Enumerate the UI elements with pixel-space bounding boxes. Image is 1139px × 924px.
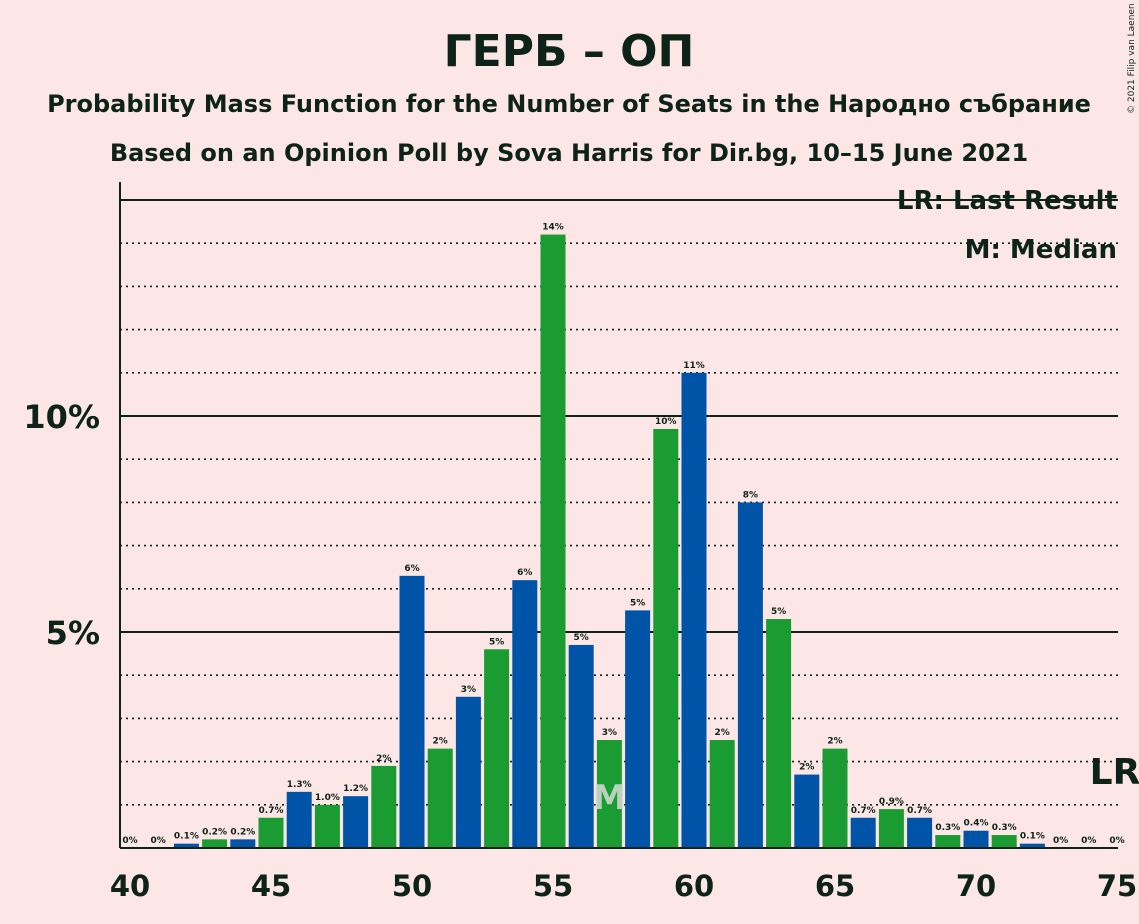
bar-63: [766, 619, 792, 848]
bar-64: [794, 774, 820, 848]
data-label-48: 1.2%: [343, 784, 368, 794]
data-label-73: 0%: [1053, 836, 1068, 846]
data-label-51: 2%: [433, 737, 448, 747]
bar-56: [568, 644, 594, 848]
x-tick-label-45: 45: [251, 869, 291, 903]
copyright-notice: © 2021 Filip van Laenen: [1127, 3, 1137, 114]
bar-72: [1019, 843, 1045, 848]
data-label-72: 0.1%: [1020, 832, 1045, 842]
bar-50: [399, 575, 425, 848]
bar-42: [173, 843, 199, 848]
data-label-62: 8%: [743, 490, 758, 500]
bar-45: [258, 817, 284, 848]
data-label-46: 1.3%: [287, 780, 312, 790]
data-label-49: 2%: [376, 754, 391, 764]
legend-last-result: LR: Last Result: [897, 186, 1117, 216]
x-tick-label-75: 75: [1097, 869, 1137, 903]
data-label-56: 5%: [574, 633, 589, 643]
data-label-53: 5%: [489, 637, 504, 647]
bar-61: [709, 740, 735, 848]
x-tick-label-55: 55: [533, 869, 573, 903]
bar-65: [822, 748, 848, 848]
x-tick-label-60: 60: [674, 869, 714, 903]
y-tick-label-5: 5%: [46, 614, 100, 652]
data-label-66: 0.7%: [851, 806, 876, 816]
data-label-63: 5%: [771, 607, 786, 617]
data-label-40: 0%: [122, 836, 137, 846]
axes: 5% 10% 40 45 50 55 60 65 70 75: [23, 182, 1137, 903]
bar-57: [596, 740, 622, 848]
bars: [173, 234, 1045, 848]
y-tick-label-10: 10%: [23, 398, 100, 436]
bar-60: [681, 372, 707, 848]
bar-62: [737, 502, 763, 848]
data-label-52: 3%: [461, 685, 476, 695]
x-tick-label-40: 40: [110, 869, 150, 903]
data-label-65: 2%: [827, 737, 842, 747]
bar-59: [653, 428, 679, 848]
data-label-50: 6%: [404, 564, 419, 574]
bar-46: [286, 791, 312, 848]
data-label-71: 0.3%: [992, 823, 1017, 833]
gridlines: [120, 199, 1118, 806]
data-label-54: 6%: [517, 568, 532, 578]
data-label-47: 1.0%: [315, 793, 340, 803]
data-label-67: 0.9%: [879, 797, 904, 807]
bar-68: [907, 817, 933, 848]
data-label-44: 0.2%: [230, 827, 255, 837]
data-label-74: 0%: [1081, 836, 1096, 846]
bar-44: [230, 839, 256, 848]
data-label-69: 0.3%: [935, 823, 960, 833]
chart-subtitle: Probability Mass Function for the Number…: [47, 90, 1091, 118]
bar-52: [455, 696, 481, 848]
data-label-70: 0.4%: [964, 819, 989, 829]
chart-title: ГЕРБ – ОП: [444, 26, 695, 77]
data-label-42: 0.1%: [174, 832, 199, 842]
bar-48: [343, 796, 369, 848]
data-label-43: 0.2%: [202, 827, 227, 837]
x-tick-label-50: 50: [392, 869, 432, 903]
legend-median: M: Median: [965, 235, 1117, 265]
data-label-59: 10%: [655, 417, 677, 427]
data-labels: 0% 0% 0.1% 0.2% 0.2%0.7%1.3%1.0%1.2%2%6%2%3%…: [122, 223, 1124, 846]
data-label-45: 0.7%: [259, 806, 284, 816]
bar-66: [850, 817, 876, 848]
median-marker: M: [592, 778, 626, 818]
x-tick-label-65: 65: [815, 869, 855, 903]
last-result-marker: LR: [1090, 752, 1139, 793]
bar-54: [512, 580, 538, 848]
bar-71: [991, 835, 1017, 848]
bar-58: [625, 610, 651, 848]
chart-source-line: Based on an Opinion Poll by Sova Harris …: [110, 139, 1028, 167]
x-tick-label-70: 70: [956, 869, 996, 903]
bar-49: [371, 765, 397, 848]
bar-51: [427, 748, 453, 848]
data-label-57: 3%: [602, 728, 617, 738]
bar-47: [314, 804, 340, 848]
data-label-75: 0%: [1109, 836, 1124, 846]
bar-67: [878, 809, 904, 848]
bar-70: [963, 830, 989, 848]
bar-53: [484, 649, 510, 848]
data-label-58: 5%: [630, 598, 645, 608]
data-label-60: 11%: [683, 361, 705, 371]
data-label-55: 14%: [542, 223, 564, 233]
data-label-68: 0.7%: [907, 806, 932, 816]
data-label-61: 2%: [715, 728, 730, 738]
data-label-41: 0%: [151, 836, 166, 846]
bar-43: [202, 839, 228, 848]
bar-69: [935, 835, 961, 848]
bar-55: [540, 234, 566, 848]
data-label-64: 2%: [799, 763, 814, 773]
